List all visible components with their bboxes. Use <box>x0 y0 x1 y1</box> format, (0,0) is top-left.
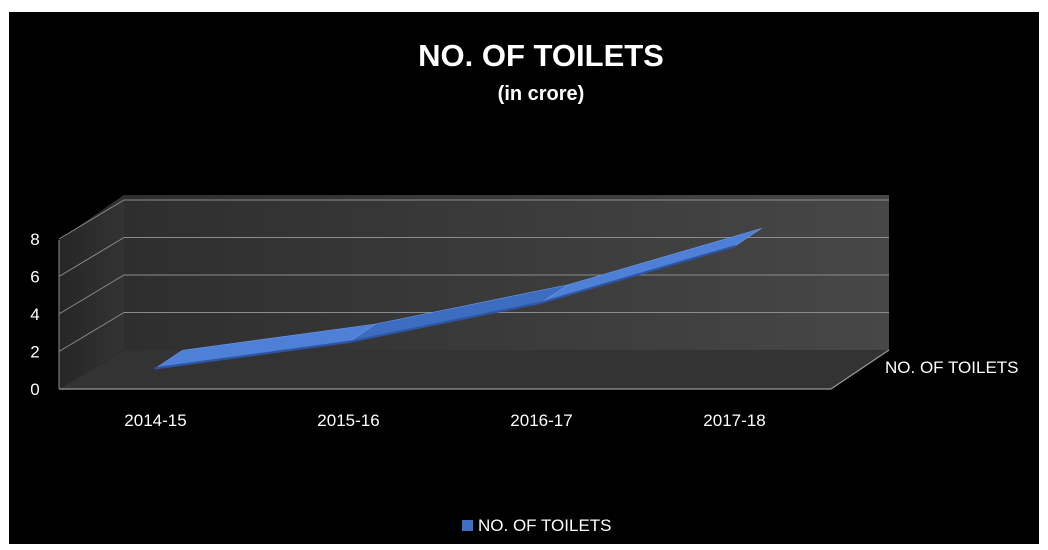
chart-subtitle: (in crore) <box>498 83 585 105</box>
y-tick-label: 8 <box>30 230 39 249</box>
chart-title: NO. OF TOILETS <box>418 38 664 73</box>
legend-swatch <box>462 520 473 531</box>
ribbon-layer <box>154 228 762 370</box>
data-point <box>733 245 736 248</box>
depth-axis-label: NO. OF TOILETS <box>885 358 1019 377</box>
data-point <box>540 301 543 304</box>
y-tick-label: 2 <box>30 343 39 362</box>
series-ribbon-front-edge <box>155 340 349 370</box>
grid-layer <box>58 199 889 352</box>
y-axis-ticks: 0 2 4 6 8 <box>30 230 39 399</box>
x-tick-label: 2016-17 <box>510 411 572 430</box>
data-point <box>347 340 350 344</box>
data-point <box>154 367 157 370</box>
side-wall <box>59 195 124 389</box>
gridline-side <box>58 274 125 315</box>
back-wall <box>124 195 889 350</box>
gridline-side <box>58 312 125 352</box>
x-axis-ticks: 2014-15 2015-16 2016-17 2017-18 <box>124 411 765 430</box>
legend[interactable]: NO. OF TOILETS <box>462 516 612 535</box>
gridline-side <box>58 199 125 240</box>
y-tick-label: 4 <box>30 305 39 324</box>
y-tick-label: 0 <box>30 380 39 399</box>
legend-label: NO. OF TOILETS <box>478 516 612 535</box>
x-tick-label: 2014-15 <box>124 411 186 430</box>
y-tick-label: 6 <box>30 268 39 287</box>
floor <box>59 350 889 389</box>
gridline-side <box>58 237 125 277</box>
series-ribbon-front-edge <box>541 245 735 304</box>
floor-right-edge <box>830 349 890 390</box>
x-tick-label: 2017-18 <box>703 411 765 430</box>
x-tick-label: 2015-16 <box>317 411 379 430</box>
series-ribbon-front-edge <box>348 301 542 344</box>
